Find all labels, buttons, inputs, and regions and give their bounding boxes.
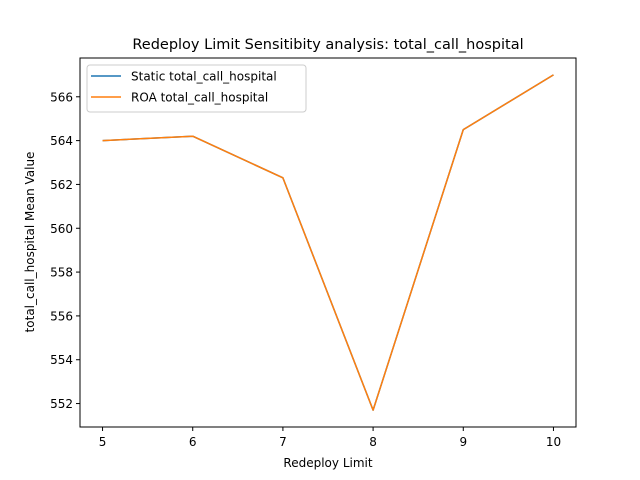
- x-axis-label: Redeploy Limit: [283, 456, 372, 470]
- legend-frame: [86, 64, 307, 113]
- x-tick-label: 10: [546, 435, 561, 449]
- series-line-2: [102, 74, 554, 411]
- y-tick-label: 554: [50, 353, 73, 367]
- x-tick-label: 5: [99, 435, 107, 449]
- legend-label: ROA total_call_hospital: [131, 91, 268, 105]
- y-tick-label: 560: [50, 222, 73, 236]
- chart-title: Redeploy Limit Sensitibity analysis: tot…: [132, 37, 523, 53]
- x-tick-label: 8: [369, 435, 377, 449]
- y-tick-label: 556: [50, 309, 73, 323]
- x-tick-label: 7: [279, 435, 287, 449]
- series-lines: [102, 74, 554, 411]
- legend: Static total_call_hospital ROA total_call…: [86, 64, 307, 113]
- x-tick-label: 6: [189, 435, 197, 449]
- y-tick-label: 566: [50, 90, 73, 104]
- plot-area: [79, 57, 577, 428]
- x-tick-label: 9: [459, 435, 467, 449]
- y-tick-label: 552: [50, 397, 73, 411]
- x-axis: 5 6 7 8 9 10: [99, 427, 561, 449]
- plot-frame: [79, 57, 577, 428]
- y-axis-label: total_call_hospital Mean Value: [23, 152, 37, 333]
- y-axis: 552 554 556 558 560 562 564 566: [50, 90, 80, 411]
- y-tick-label: 564: [50, 134, 73, 148]
- legend-label: Static total_call_hospital: [131, 70, 277, 84]
- y-tick-label: 558: [50, 266, 73, 280]
- y-tick-label: 562: [50, 178, 73, 192]
